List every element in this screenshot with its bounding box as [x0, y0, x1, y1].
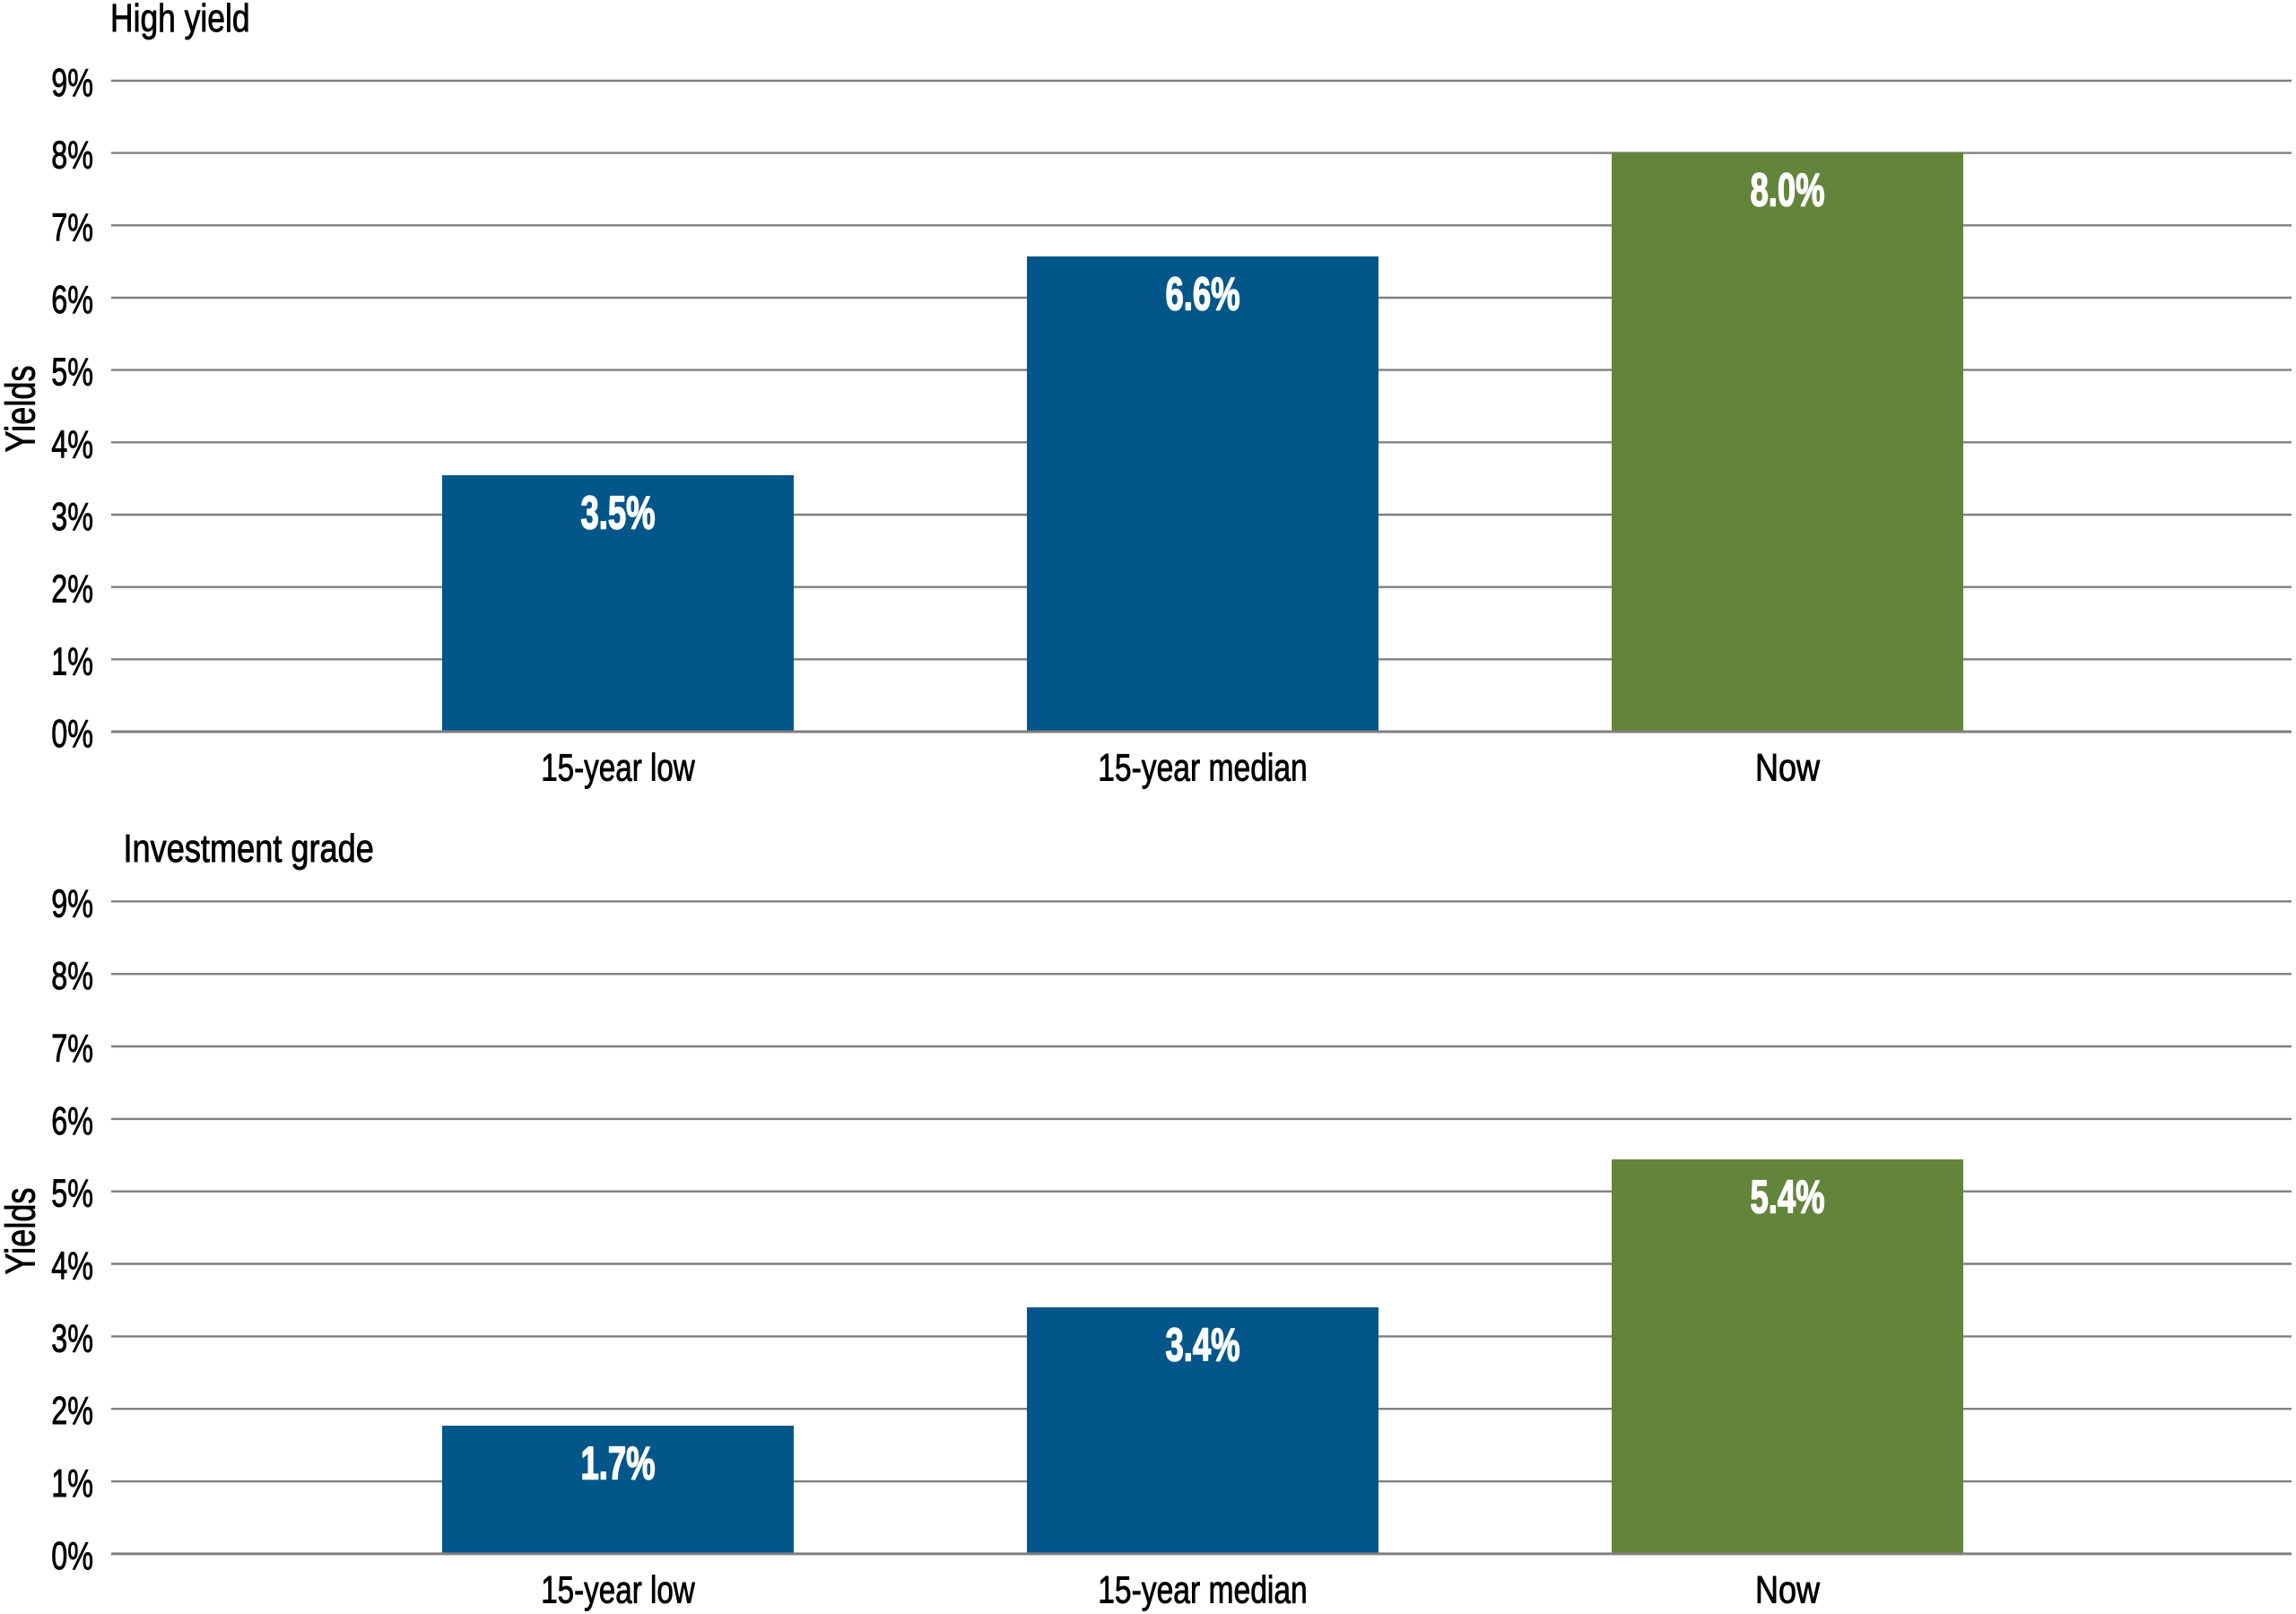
svg-text:6%: 6% [51, 1099, 93, 1143]
svg-text:0%: 0% [51, 712, 93, 756]
svg-text:6.6%: 6.6% [1165, 270, 1239, 321]
svg-text:9%: 9% [51, 882, 93, 926]
svg-text:15-year low: 15-year low [541, 747, 695, 790]
svg-text:15-year median: 15-year median [1098, 747, 1308, 790]
svg-text:8%: 8% [51, 134, 93, 178]
svg-text:2%: 2% [51, 568, 93, 612]
svg-text:4%: 4% [51, 1245, 93, 1289]
svg-text:Yields: Yields [0, 366, 44, 453]
svg-text:0%: 0% [51, 1534, 93, 1578]
svg-text:6%: 6% [51, 278, 93, 322]
svg-text:15-year median: 15-year median [1098, 1569, 1308, 1612]
svg-text:Yields: Yields [0, 1188, 44, 1275]
svg-text:8.0%: 8.0% [1750, 166, 1824, 217]
svg-text:Now: Now [1755, 747, 1820, 790]
svg-text:8%: 8% [51, 954, 93, 998]
svg-text:5%: 5% [51, 351, 93, 395]
svg-text:High yield: High yield [110, 0, 250, 40]
svg-text:5.4%: 5.4% [1750, 1173, 1824, 1224]
svg-text:1.7%: 1.7% [580, 1439, 655, 1490]
svg-text:1%: 1% [51, 640, 93, 684]
svg-text:3%: 3% [51, 1317, 93, 1361]
svg-text:2%: 2% [51, 1389, 93, 1433]
svg-text:3.4%: 3.4% [1165, 1321, 1239, 1372]
svg-text:7%: 7% [51, 1027, 93, 1071]
svg-text:Investment grade: Investment grade [124, 827, 374, 871]
svg-text:7%: 7% [51, 206, 93, 250]
svg-text:1%: 1% [51, 1462, 93, 1506]
svg-text:5%: 5% [51, 1172, 93, 1216]
svg-text:15-year low: 15-year low [541, 1569, 695, 1612]
svg-text:3%: 3% [51, 495, 93, 539]
svg-text:3.5%: 3.5% [580, 489, 655, 540]
svg-text:9%: 9% [51, 61, 93, 105]
svg-text:Now: Now [1755, 1569, 1820, 1612]
svg-text:4%: 4% [51, 423, 93, 467]
